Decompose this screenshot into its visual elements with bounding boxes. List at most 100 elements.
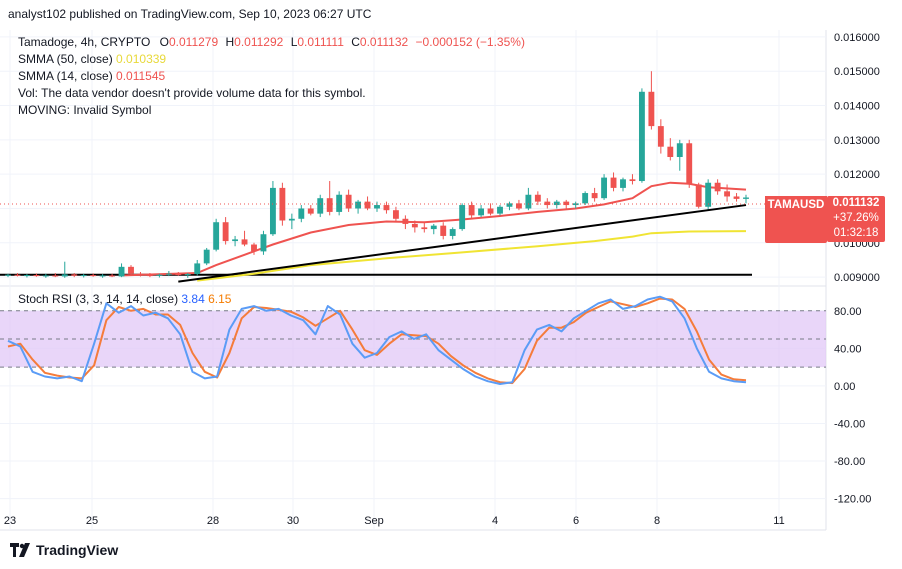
candle-body bbox=[487, 208, 494, 214]
candle-body bbox=[610, 177, 617, 188]
candle-body bbox=[572, 203, 579, 206]
candle-body bbox=[648, 91, 655, 127]
price-tick-label: 0.013000 bbox=[834, 135, 880, 147]
time-tick-label: 8 bbox=[654, 515, 660, 527]
candle-body bbox=[515, 203, 522, 209]
stoch-k-line bbox=[7, 295, 747, 385]
candle-body bbox=[23, 275, 30, 277]
publisher-name[interactable]: analyst102 bbox=[8, 7, 67, 21]
candle-body bbox=[52, 275, 59, 277]
tradingview-logo-icon bbox=[10, 543, 30, 557]
price-tick-label: 0.009000 bbox=[834, 272, 880, 284]
candle-body bbox=[355, 201, 362, 209]
candle-body bbox=[42, 275, 49, 277]
candle-body bbox=[213, 222, 220, 250]
stoch-rsi-legend[interactable]: Stoch RSI (3, 3, 14, 14, close) 3.84 6.1… bbox=[18, 292, 231, 306]
candle-body bbox=[421, 227, 428, 230]
price-tick-label: 0.014000 bbox=[834, 101, 880, 113]
candle-body bbox=[686, 143, 693, 185]
candle-body bbox=[582, 193, 589, 204]
candle-body bbox=[298, 208, 305, 219]
time-tick-label: 23 bbox=[4, 515, 16, 527]
bar-countdown: 01:32:18 bbox=[833, 227, 879, 239]
stoch-d-line bbox=[7, 297, 747, 385]
smma14-line bbox=[121, 181, 747, 277]
high-value: 0.011292 bbox=[234, 35, 284, 49]
candle-body bbox=[14, 274, 21, 276]
time-tick-label: 30 bbox=[287, 515, 299, 527]
candle-body bbox=[601, 177, 608, 199]
low-value: 0.011111 bbox=[297, 35, 344, 49]
candle-body bbox=[705, 182, 712, 207]
candle-body bbox=[345, 194, 352, 209]
candle-body bbox=[478, 208, 485, 216]
symbol-line[interactable]: Tamadoge, 4h, CRYPTO bbox=[18, 35, 151, 49]
last-price-tag: 0.011132 +37.26% 01:32:18 bbox=[827, 196, 885, 242]
time-tick-label: 11 bbox=[773, 515, 784, 527]
close-label: C bbox=[351, 35, 360, 49]
candle-body bbox=[222, 222, 229, 242]
candle-body bbox=[251, 244, 257, 252]
candle-body bbox=[667, 146, 674, 157]
candle-body bbox=[497, 206, 503, 214]
stoch-k-value: 3.84 bbox=[181, 292, 205, 306]
ohlc-legend: Tamadoge, 4h, CRYPTO O0.011279 H0.011292… bbox=[18, 35, 525, 49]
rsi-tick-label: -120.00 bbox=[834, 494, 871, 506]
candle-body bbox=[629, 179, 636, 182]
rsi-tick-label: 40.00 bbox=[834, 343, 862, 355]
candle-body bbox=[156, 274, 163, 276]
time-tick-label: 4 bbox=[492, 515, 498, 527]
time-tick-label: 28 bbox=[207, 515, 219, 527]
open-value: 0.011279 bbox=[168, 35, 219, 49]
ascending-trendline bbox=[178, 204, 747, 283]
candle-body bbox=[657, 126, 664, 147]
rsi-tick-label: 80.00 bbox=[834, 306, 862, 318]
volume-legend[interactable]: Vol: The data vendor doesn't provide vol… bbox=[18, 86, 366, 100]
rsi-tick-label: -40.00 bbox=[834, 418, 865, 430]
candle-body bbox=[260, 234, 267, 252]
candle-body bbox=[392, 210, 399, 219]
candle-body bbox=[402, 218, 409, 224]
candle-body bbox=[743, 197, 749, 199]
candle-body bbox=[553, 201, 560, 206]
candle-body bbox=[317, 198, 324, 214]
candle-body bbox=[724, 191, 731, 197]
candle-body bbox=[137, 273, 144, 276]
candle-body bbox=[534, 194, 541, 202]
candle-body bbox=[279, 187, 286, 221]
candle-body bbox=[71, 274, 78, 276]
open-label: O bbox=[159, 35, 169, 49]
last-price: 0.011132 bbox=[832, 197, 880, 209]
publish-info: published on TradingView.com, Sep 10, 20… bbox=[69, 7, 372, 21]
candle-body bbox=[563, 201, 570, 206]
time-tick-label: 6 bbox=[573, 515, 579, 527]
moving-legend[interactable]: MOVING: Invalid Symbol bbox=[18, 103, 152, 117]
candle-body bbox=[695, 184, 702, 207]
tradingview-brand[interactable]: TradingView bbox=[10, 542, 118, 558]
smma50-label: SMMA (50, close) bbox=[18, 52, 113, 66]
candle-body bbox=[269, 187, 276, 235]
smma50-legend[interactable]: SMMA (50, close) 0.010339 bbox=[18, 52, 166, 66]
candle-body bbox=[80, 275, 87, 277]
smma14-label: SMMA (14, close) bbox=[18, 69, 113, 83]
candle-body bbox=[544, 201, 551, 206]
rsi-tick-label: -80.00 bbox=[834, 456, 865, 468]
candle-body bbox=[620, 179, 626, 188]
candle-body bbox=[591, 193, 598, 199]
candle-body bbox=[61, 274, 68, 277]
brand-name: TradingView bbox=[36, 542, 119, 558]
candle-body bbox=[468, 205, 475, 216]
candle-body bbox=[128, 266, 134, 274]
smma14-legend[interactable]: SMMA (14, close) 0.011545 bbox=[18, 69, 165, 83]
axes: 0.016000 0.015000 0.014000 0.013000 0.012000… bbox=[4, 32, 880, 527]
candle-body bbox=[430, 225, 437, 230]
change-percent: +37.26% bbox=[833, 212, 879, 224]
smma50-value: 0.010339 bbox=[116, 52, 167, 66]
candle-body bbox=[288, 218, 295, 221]
publish-header: analyst102 published on TradingView.com,… bbox=[8, 7, 371, 21]
candle-body bbox=[374, 205, 380, 209]
candle-body bbox=[165, 273, 172, 275]
